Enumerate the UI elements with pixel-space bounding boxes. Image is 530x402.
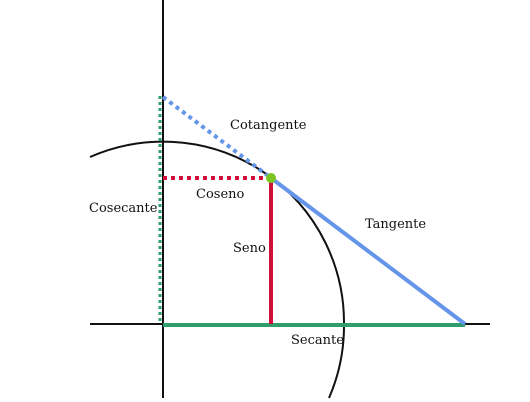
tangent-segment [269,176,467,326]
cotangente-label: Cotangente [230,118,307,133]
circle-point [266,173,276,183]
cotangent-segment [161,95,273,180]
secante-label: Secante [291,333,344,348]
tangente-label: Tangente [365,217,426,232]
coseno-label: Coseno [196,187,245,202]
seno-label: Seno [233,241,266,256]
cosecante-label: Cosecante [89,201,158,216]
unit-circle-arc [89,140,346,399]
